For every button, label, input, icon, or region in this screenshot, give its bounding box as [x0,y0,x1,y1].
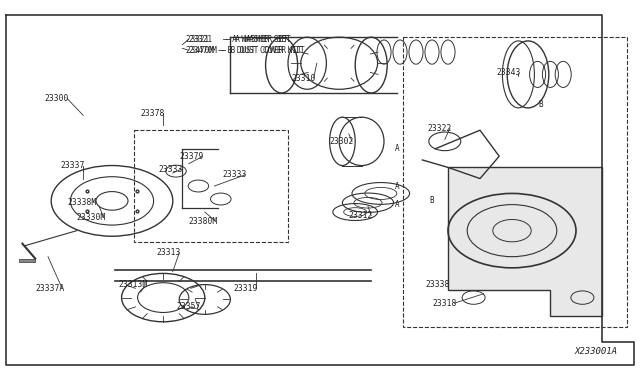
Text: A: A [394,144,399,153]
Text: 23380M: 23380M [189,217,218,226]
Text: 23330M: 23330M [77,213,106,222]
Text: 23378: 23378 [141,109,165,118]
Text: 23333: 23333 [159,165,183,174]
Text: 23338: 23338 [426,280,450,289]
Text: X233001A: X233001A [575,347,618,356]
Text: 23357: 23357 [176,302,200,311]
Text: B: B [538,100,543,109]
Text: 23322: 23322 [428,124,452,133]
Text: 23319: 23319 [234,284,258,293]
Text: A: A [394,182,399,190]
Text: 23338M: 23338M [67,198,97,207]
Text: 23337: 23337 [61,161,85,170]
Text: A: A [394,200,399,209]
Text: 23337A: 23337A [35,284,65,293]
Polygon shape [448,167,602,316]
Text: 23321   — A WASHER SET: 23321 — A WASHER SET [186,35,287,44]
Text: 23470M — B DUST COVER KIT: 23470M — B DUST COVER KIT [186,46,301,55]
Bar [19,259,35,262]
Text: 23321   — A WASHER SET: 23321 — A WASHER SET [189,35,291,44]
Text: 23312: 23312 [349,211,373,220]
Text: 23318: 23318 [432,299,456,308]
Text: 23310: 23310 [291,74,316,83]
Text: 23333: 23333 [223,170,247,179]
Text: 23343: 23343 [496,68,520,77]
Text: 23300: 23300 [45,94,69,103]
Text: 23313M: 23313M [118,280,148,289]
Text: 23470M — B DUST COVER KIT: 23470M — B DUST COVER KIT [189,46,305,55]
Text: B: B [429,196,435,205]
Text: 23302: 23302 [330,137,354,146]
Text: 23379: 23379 [179,153,204,161]
Text: 23313: 23313 [157,248,181,257]
